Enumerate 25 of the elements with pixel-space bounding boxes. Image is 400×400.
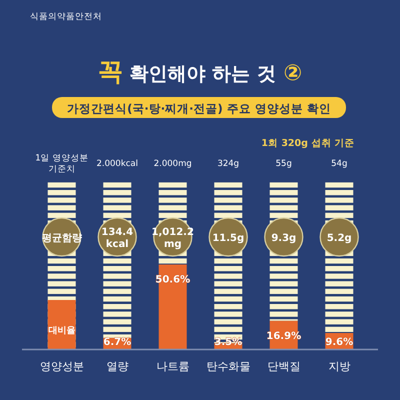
data-label: 3.5% (214, 337, 242, 348)
x-tick-label: 지방 (328, 360, 350, 373)
annotation: 134.4 kcal (101, 227, 134, 250)
x-tick-label: 열량 (106, 360, 128, 373)
text: 1회 320g 섭취 기준 (261, 138, 355, 149)
data-label: 6.7% (103, 337, 132, 348)
chart-title: 꼭 확인해야 하는 것 ② (98, 57, 302, 86)
text: 2.000kcal (96, 159, 138, 169)
text: 식품의약품안전처 (30, 12, 102, 22)
text: 평균함량 (42, 233, 82, 244)
annotation: 9.3g (271, 233, 296, 244)
annotation: 1,012.2 mg (152, 227, 194, 250)
x-tick-label: 단백질 (267, 360, 300, 373)
x-tick-label: 나트륨 (156, 360, 190, 373)
text: 1일 영양성분 기준치 (35, 154, 88, 174)
text: 54g (331, 159, 348, 169)
legend-title: 영양성분 (40, 360, 84, 373)
text: 55g (276, 159, 292, 169)
annotation: 11.5g (212, 233, 244, 244)
annotation: 5.2g (326, 233, 352, 244)
chart-subtitle: 가정간편식(국·탕·찌개·전골) 주요 영양성분 확인 (67, 102, 331, 116)
text: 2.000mg (154, 159, 192, 169)
data-label: 9.6% (325, 337, 354, 348)
x-tick-label: 탄수화물 (206, 360, 250, 373)
text: 324g (217, 159, 240, 169)
